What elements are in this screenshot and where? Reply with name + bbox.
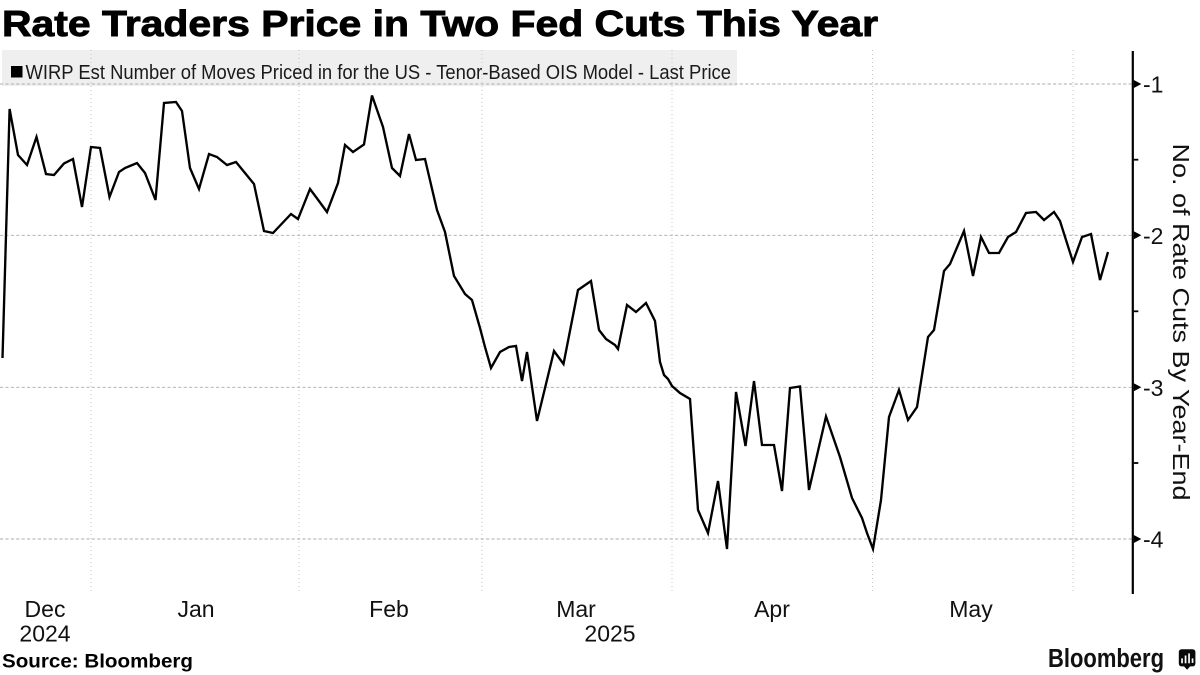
svg-text:WIRP Est Number of Moves Price: WIRP Est Number of Moves Priced in for t… — [26, 62, 732, 84]
svg-text:2025: 2025 — [584, 621, 635, 647]
svg-text:Jan: Jan — [177, 596, 214, 622]
svg-text:-1: -1 — [1143, 72, 1163, 98]
svg-text:Source: Bloomberg: Source: Bloomberg — [2, 652, 193, 673]
svg-text:-4: -4 — [1143, 527, 1164, 553]
svg-text:2024: 2024 — [19, 621, 70, 647]
svg-text:Apr: Apr — [754, 596, 790, 622]
svg-text:Feb: Feb — [369, 596, 409, 622]
svg-text:-3: -3 — [1143, 375, 1163, 401]
svg-text:Mar: Mar — [556, 596, 596, 622]
svg-text:Dec: Dec — [25, 596, 66, 622]
svg-text:-2: -2 — [1143, 223, 1163, 249]
svg-text:May: May — [949, 596, 993, 622]
svg-text:No. of Rate Cuts By Year-End: No. of Rate Cuts By Year-End — [1168, 144, 1194, 501]
svg-text:Bloomberg: Bloomberg — [1048, 645, 1164, 673]
svg-text:Rate Traders Price in Two Fed: Rate Traders Price in Two Fed Cuts This … — [2, 3, 878, 44]
